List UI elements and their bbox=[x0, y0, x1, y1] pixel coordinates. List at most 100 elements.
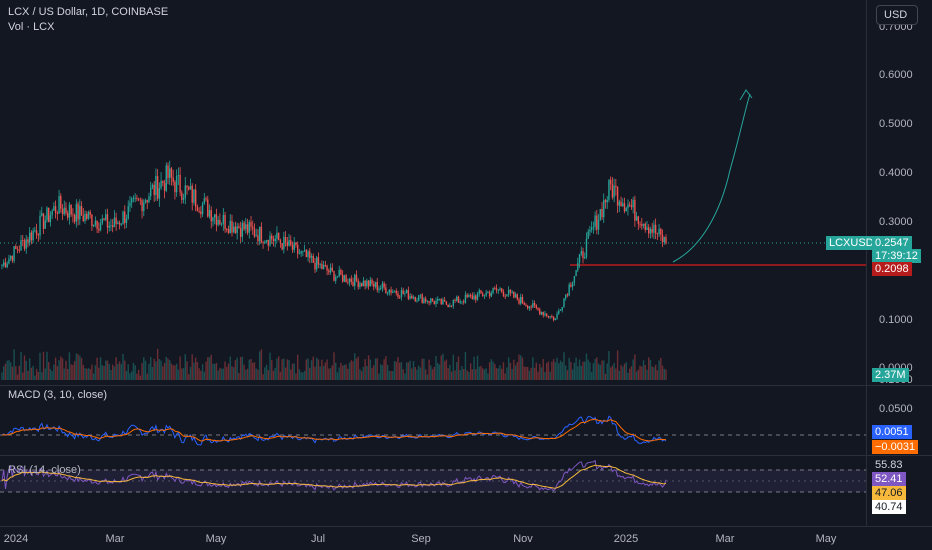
candle-body bbox=[364, 280, 366, 287]
candle-body bbox=[374, 282, 377, 287]
candle-body bbox=[440, 298, 442, 305]
candle-body bbox=[438, 298, 441, 300]
macd-tick-label: 0.0500 bbox=[879, 403, 913, 415]
candle-body bbox=[348, 278, 351, 283]
macd-line bbox=[1, 415, 667, 446]
volume-bar bbox=[317, 359, 320, 380]
candle-body bbox=[39, 215, 41, 236]
volume-bar bbox=[165, 356, 167, 380]
candle-body bbox=[11, 255, 14, 261]
candle-body bbox=[68, 204, 71, 218]
volume-bar bbox=[205, 361, 207, 380]
candle-body bbox=[137, 198, 140, 200]
candle-body bbox=[172, 177, 174, 182]
volume-bar bbox=[160, 360, 162, 380]
candle-body bbox=[20, 240, 22, 251]
volume-bar bbox=[355, 358, 358, 380]
candle-body bbox=[217, 219, 219, 225]
volume-bar bbox=[132, 362, 135, 380]
volume-bar bbox=[360, 371, 363, 380]
candle-body bbox=[264, 241, 266, 244]
volume-bar bbox=[54, 357, 57, 380]
candle-body bbox=[127, 206, 129, 219]
candle-body bbox=[309, 251, 311, 258]
candle-body bbox=[654, 224, 657, 234]
candle-body bbox=[461, 301, 463, 303]
volume-bar bbox=[471, 369, 474, 380]
volume-bar bbox=[552, 359, 555, 380]
volume-bar bbox=[601, 360, 603, 380]
candle-body bbox=[34, 230, 36, 232]
candle-body bbox=[283, 236, 285, 250]
candle-body bbox=[447, 304, 449, 308]
candle-body bbox=[632, 199, 634, 208]
candle-body bbox=[215, 214, 218, 225]
candle-body bbox=[196, 206, 199, 212]
volume-bar bbox=[521, 357, 524, 380]
time-tick-label: May bbox=[206, 533, 227, 545]
volume-bar bbox=[314, 366, 316, 380]
volume-bar bbox=[411, 368, 413, 380]
candle-body bbox=[120, 223, 123, 225]
volume-bar bbox=[137, 369, 140, 380]
candle-body bbox=[245, 224, 247, 230]
candle-body bbox=[41, 213, 43, 216]
volume-bar bbox=[454, 370, 456, 380]
volume-bar bbox=[539, 363, 541, 380]
volume-bar bbox=[582, 361, 584, 380]
volume-bar bbox=[604, 373, 607, 380]
candle-body bbox=[63, 207, 65, 215]
volume-bar bbox=[568, 357, 570, 380]
volume-bar bbox=[549, 371, 551, 380]
volume-bar bbox=[335, 362, 337, 380]
volume-bar bbox=[70, 364, 72, 380]
candle-body bbox=[307, 251, 309, 258]
candle-body bbox=[405, 290, 408, 294]
volume-bar bbox=[658, 360, 660, 380]
candle-body bbox=[231, 220, 233, 233]
volume-bar bbox=[400, 361, 403, 380]
candle-body bbox=[597, 219, 600, 230]
candle-body bbox=[305, 250, 308, 258]
candle-body bbox=[227, 229, 230, 233]
volume-bar bbox=[475, 369, 477, 380]
volume-bar bbox=[352, 361, 354, 380]
volume-bar bbox=[84, 368, 86, 380]
projection-curve[interactable] bbox=[672, 93, 751, 263]
volume-bar bbox=[462, 368, 465, 380]
candle-body bbox=[122, 211, 124, 224]
candle-body bbox=[411, 296, 413, 299]
candle-body bbox=[653, 224, 655, 233]
candle-body bbox=[468, 295, 470, 298]
candle-body bbox=[238, 226, 240, 229]
candle-body bbox=[293, 242, 295, 250]
candle-body bbox=[665, 237, 667, 244]
candle-body bbox=[615, 185, 617, 187]
currency-button[interactable]: USD bbox=[876, 5, 918, 25]
candle-body bbox=[193, 189, 195, 203]
candle-body bbox=[347, 282, 349, 284]
candle-body bbox=[622, 203, 624, 207]
candle-body bbox=[428, 301, 430, 303]
volume-bar bbox=[155, 361, 157, 380]
volume-bar bbox=[194, 357, 197, 380]
volume-bar bbox=[480, 365, 482, 380]
candle-body bbox=[618, 201, 621, 206]
volume-bar bbox=[136, 373, 138, 380]
volume-bar bbox=[122, 354, 124, 380]
volume-bar bbox=[348, 362, 351, 380]
candle-body bbox=[630, 205, 633, 208]
countdown-tag: 17:39:12 bbox=[872, 249, 921, 263]
volume-bar bbox=[639, 365, 641, 380]
candle-body bbox=[295, 242, 297, 246]
volume-bar bbox=[402, 369, 404, 380]
volume-bar bbox=[551, 361, 553, 380]
candle-body bbox=[386, 292, 389, 294]
volume-bar bbox=[466, 370, 468, 380]
macd-value-tag: 0.0051 bbox=[872, 425, 912, 439]
candle-body bbox=[390, 289, 392, 293]
candle-body bbox=[478, 290, 480, 294]
volume-bar bbox=[580, 365, 582, 380]
